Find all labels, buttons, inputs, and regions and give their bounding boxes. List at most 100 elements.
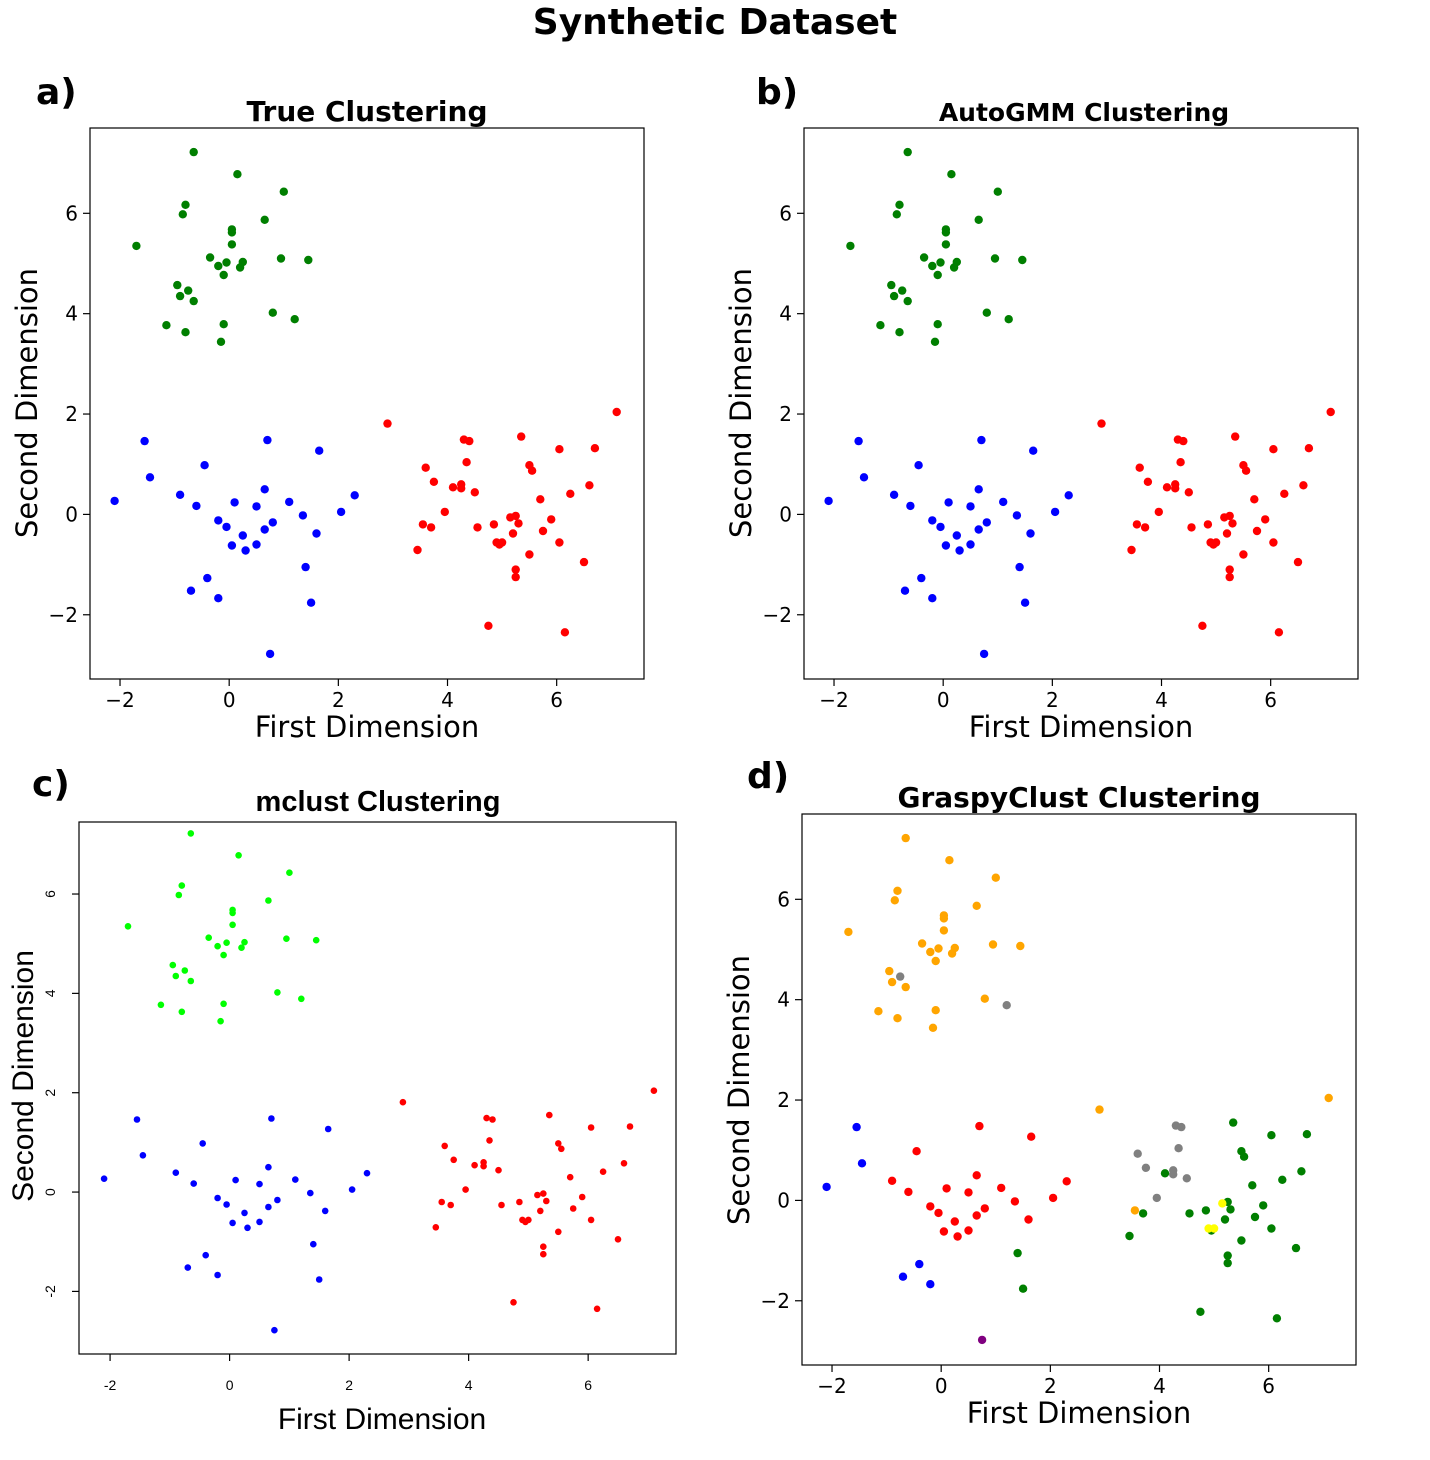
scatter-point-b xyxy=(982,308,991,317)
scatter-point-c xyxy=(324,1125,332,1133)
scatter-point-d xyxy=(1291,1243,1301,1253)
scatter-point-a xyxy=(189,296,198,306)
scatter-point-b xyxy=(1132,520,1142,529)
scatter-point-d xyxy=(1278,1175,1287,1185)
scatter-point-c xyxy=(540,1250,547,1258)
scatter-point-b xyxy=(900,586,910,595)
figure-title: Synthetic Dataset xyxy=(533,2,897,43)
scatter-point-c xyxy=(232,1176,239,1184)
scatter-point-b xyxy=(1143,477,1153,486)
panel-label-c: c) xyxy=(32,764,70,805)
scatter-point-c xyxy=(274,989,281,996)
scatter-point-a xyxy=(227,541,237,550)
x-axis-label-d: First Dimension xyxy=(967,1396,1191,1430)
scatter-point-c xyxy=(172,972,180,980)
scatter-point-b xyxy=(941,541,951,550)
x-tick-label-c: 4 xyxy=(465,1377,473,1393)
x-tick-label-d: 6 xyxy=(1262,1374,1275,1398)
scatter-point-c xyxy=(363,1169,371,1177)
scatter-point-b xyxy=(1274,628,1284,637)
scatter-point-c xyxy=(178,1008,186,1016)
scatter-point-a xyxy=(200,461,209,470)
scatter-point-d xyxy=(1048,1193,1058,1203)
scatter-point-d xyxy=(975,1121,984,1131)
scatter-point-d xyxy=(896,972,905,981)
scatter-point-c xyxy=(543,1197,550,1205)
scatter-point-c xyxy=(199,1140,206,1147)
scatter-point-c xyxy=(537,1207,544,1215)
scatter-point-a xyxy=(173,280,182,290)
panel-a: a) True Clustering −2 0 2 4 6 −2 0 2 4 6 First Di… xyxy=(10,72,645,744)
scatter-point-a xyxy=(222,522,231,532)
scatter-point-c xyxy=(540,1190,547,1197)
scatter-point-a xyxy=(192,501,201,511)
scatter-point-a xyxy=(222,258,231,267)
scatter-point-c xyxy=(546,1111,553,1119)
scatter-point-c xyxy=(124,923,132,930)
scatter-point-c xyxy=(214,1271,221,1279)
scatter-point-c xyxy=(271,1326,278,1334)
scatter-point-d xyxy=(1141,1163,1151,1173)
scatter-point-b xyxy=(889,291,899,301)
x-tick-label-d: 0 xyxy=(935,1374,948,1398)
x-tick-label-b: −2 xyxy=(819,688,848,712)
scatter-point-d xyxy=(1226,1205,1235,1214)
scatter-point-b xyxy=(859,473,869,482)
scatter-point-a xyxy=(145,473,155,482)
scatter-point-d xyxy=(1018,1284,1028,1293)
scatter-point-a xyxy=(235,263,245,272)
scatter-point-d xyxy=(1125,1231,1134,1241)
scatter-point-a xyxy=(181,328,190,337)
scatter-point-b xyxy=(979,649,989,659)
scatter-point-d xyxy=(1272,1314,1282,1323)
x-tick-label-c: -2 xyxy=(104,1377,117,1393)
scatter-point-a xyxy=(560,628,570,637)
scatter-point-a xyxy=(219,270,228,280)
scatter-point-a xyxy=(429,477,439,486)
scatter-point-d xyxy=(950,1217,959,1226)
scatter-point-a xyxy=(175,490,185,499)
x-axis-label-c: First Dimension xyxy=(278,1403,486,1436)
scatter-point-b xyxy=(898,286,907,295)
scatter-point-d xyxy=(887,977,897,987)
panel-label-b: b) xyxy=(756,72,798,113)
scatter-point-d xyxy=(1138,1209,1148,1218)
scatter-point-a xyxy=(260,485,269,494)
scatter-point-d xyxy=(1248,1181,1257,1190)
panel-d: d) GraspyClust Clustering −2 0 2 4 6 −2 0 2 4 6 F… xyxy=(722,756,1357,1430)
scatter-point-b xyxy=(919,253,929,262)
panel-title-d: GraspyClust Clustering xyxy=(897,781,1260,814)
scatter-point-c xyxy=(190,1180,197,1187)
y-axis-label-d: Second Dimension xyxy=(722,955,756,1225)
scatter-point-c xyxy=(241,1209,248,1217)
scatter-point-d xyxy=(942,1184,951,1193)
scatter-point-a xyxy=(511,565,520,574)
scatter-point-b xyxy=(903,147,912,157)
scatter-point-a xyxy=(110,496,119,506)
scatter-point-c xyxy=(223,939,230,946)
scatter-point-d xyxy=(977,1335,987,1345)
scatter-point-b xyxy=(1004,315,1013,324)
scatter-point-d xyxy=(1220,1215,1230,1224)
scatter-point-d xyxy=(988,940,998,949)
scatter-point-d xyxy=(1267,1224,1276,1233)
scatter-point-b xyxy=(846,241,855,251)
x-tick-label-d: −2 xyxy=(817,1374,846,1398)
scatter-point-a xyxy=(421,463,430,472)
scatter-point-c xyxy=(587,1216,595,1224)
scatter-point-c xyxy=(441,1142,449,1150)
y-tick-label-b: 4 xyxy=(779,302,792,326)
y-tick-label-b: −2 xyxy=(763,603,792,627)
scatter-point-d xyxy=(1062,1177,1071,1186)
scatter-point-d xyxy=(1182,1174,1192,1183)
x-tick-label-c: 0 xyxy=(226,1377,234,1393)
scatter-point-c xyxy=(307,1189,314,1197)
scatter-point-d xyxy=(945,856,954,865)
scatter-point-b xyxy=(1171,484,1180,493)
scatter-point-b xyxy=(1326,407,1335,417)
scatter-point-d xyxy=(1209,1224,1219,1233)
scatter-point-b xyxy=(1222,529,1232,538)
scatter-point-b xyxy=(1026,529,1035,538)
scatter-point-c xyxy=(498,1201,505,1209)
scatter-point-c xyxy=(519,1216,526,1224)
